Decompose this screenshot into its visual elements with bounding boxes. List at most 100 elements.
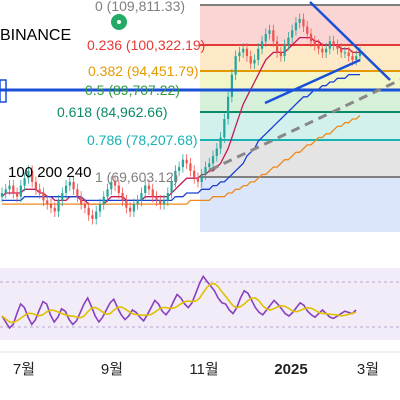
ma-legend: 100 200 240 — [8, 164, 91, 181]
candle-body — [196, 178, 200, 182]
candle-body — [53, 207, 56, 212]
candle-body — [166, 193, 169, 201]
rsi-signal-line — [1, 282, 357, 324]
candle-body — [0, 193, 4, 197]
candle-body — [98, 204, 102, 212]
candle-body — [260, 41, 264, 49]
fib-label-6: 1 (69,603.12) — [95, 169, 178, 185]
candle-body — [234, 56, 237, 75]
candle-body — [230, 74, 233, 97]
candle-body — [61, 193, 64, 201]
candle-body — [140, 193, 143, 201]
candle-body — [272, 30, 275, 42]
trendline-up — [264, 58, 361, 105]
candle-body — [294, 22, 298, 31]
candle-body — [189, 163, 192, 171]
candle-body — [336, 45, 339, 49]
candle-body — [219, 137, 222, 149]
fib-band-5 — [200, 140, 400, 177]
fib-band-6 — [200, 177, 400, 232]
fib-bands — [200, 5, 400, 232]
candle-body — [117, 185, 120, 193]
candle-body — [324, 48, 328, 53]
candle-body — [313, 41, 316, 45]
x-axis: 7월 9월 11월 2025 3월 — [0, 351, 400, 378]
candle-body — [174, 170, 177, 182]
candle-body — [275, 41, 279, 53]
x-tick-label: 9월 — [101, 361, 123, 378]
candle-body — [283, 45, 286, 57]
fib-band-2 — [200, 71, 400, 90]
candle-body — [125, 200, 128, 208]
candle-body — [321, 48, 324, 53]
left-marker — [0, 79, 7, 103]
x-tick-label: 11월 — [189, 361, 218, 378]
candle-body — [351, 56, 354, 60]
rsi-panel — [0, 268, 400, 340]
candle-body — [110, 181, 113, 190]
candle-body — [12, 185, 15, 193]
candle-body — [34, 181, 38, 190]
x-tick-label: 2025 — [274, 361, 307, 378]
candle-body — [83, 204, 87, 208]
candle-body — [215, 148, 218, 156]
candle-body — [46, 200, 49, 205]
candle-body — [242, 48, 245, 53]
candles — [0, 13, 362, 225]
candle-body — [193, 170, 196, 179]
candle-body — [31, 170, 34, 182]
trendlines — [0, 1, 400, 172]
candle-body — [57, 200, 60, 212]
candle-body — [253, 59, 256, 64]
fib-label-1: 0.236 (100,322.19) — [87, 37, 205, 53]
green-marker-dot — [117, 20, 121, 24]
fib-label-0: 0 (109,811.33) — [95, 0, 185, 14]
fib-label-2: 0.382 (94,451.79) — [88, 63, 199, 79]
candle-body — [249, 56, 252, 64]
candle-body — [72, 181, 75, 190]
fib-band-4 — [200, 112, 400, 140]
candle-body — [287, 37, 290, 45]
candle-body — [87, 207, 90, 216]
candle-body — [298, 19, 301, 23]
candle-body — [226, 96, 230, 119]
candle-body — [91, 215, 94, 219]
exchange-label: BINANCE — [0, 27, 71, 44]
candle-body — [159, 200, 162, 205]
candle-body — [147, 185, 151, 190]
candle-body — [358, 52, 362, 57]
candle-body — [27, 170, 30, 179]
fib-label-5: 0.786 (78,207.68) — [87, 132, 198, 148]
candle-body — [257, 48, 260, 60]
candle-body — [355, 56, 358, 60]
trendline-down — [309, 1, 391, 81]
candle-body — [19, 185, 22, 197]
candle-body — [129, 207, 132, 212]
candle-body — [306, 26, 309, 34]
candle-body — [200, 174, 203, 182]
fib-labels: 0 (109,811.33) 0.236 (100,322.19) 0.382 (9… — [57, 0, 205, 185]
candle-body — [113, 181, 117, 186]
candle-body — [136, 200, 139, 205]
candle-body — [38, 189, 41, 193]
candle-body — [223, 119, 226, 138]
candle-body — [64, 185, 68, 193]
candle-body — [177, 167, 181, 171]
candle-body — [102, 196, 105, 205]
candle-body — [309, 33, 313, 42]
rsi-background — [0, 268, 400, 340]
candle-body — [302, 19, 305, 27]
candle-body — [15, 193, 19, 197]
candle-body — [151, 189, 154, 197]
fib-label-4: 0.618 (84,962.66) — [57, 104, 168, 120]
candle-body — [268, 30, 271, 34]
candle-body — [8, 185, 11, 190]
candle-body — [245, 48, 249, 57]
candle-body — [185, 159, 188, 164]
candle-body — [328, 41, 331, 49]
candle-body — [347, 52, 350, 57]
candle-body — [343, 52, 347, 54]
dashed-trendline — [209, 78, 400, 172]
candle-body — [76, 189, 79, 197]
